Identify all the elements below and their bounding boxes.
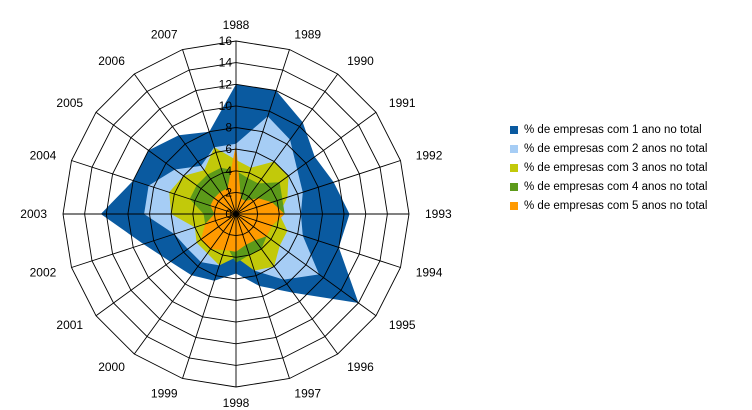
category-label: 2003 — [20, 207, 47, 221]
category-label: 1993 — [425, 207, 452, 221]
radial-tick-label: 10 — [219, 99, 233, 113]
legend-swatch — [510, 125, 518, 134]
legend-swatch — [510, 201, 518, 210]
radial-tick-label: 16 — [219, 34, 233, 48]
grid-spoke — [95, 111, 237, 215]
legend-swatch — [510, 163, 518, 172]
legend: % de empresas com 1 ano no total % de emp… — [510, 120, 707, 215]
radial-tick-label: 6 — [225, 142, 232, 156]
grid-spoke — [235, 111, 377, 215]
grid-spoke — [133, 73, 237, 215]
radial-tick-label: 8 — [225, 121, 232, 135]
legend-entry: % de empresas com 2 anos no total — [510, 139, 707, 158]
legend-swatch — [510, 182, 518, 191]
radial-tick-label: 0 — [225, 207, 232, 221]
legend-label: % de empresas com 3 anos no total — [524, 161, 708, 174]
radial-tick-label: 12 — [219, 77, 233, 91]
tick-layer: 0 2 4 6 8 10 12 14 16 — [219, 34, 233, 221]
grid-layer — [62, 40, 410, 388]
grid-spoke — [182, 49, 237, 215]
category-label: 2002 — [30, 265, 57, 279]
category-label: 1992 — [416, 149, 443, 163]
grid-spoke — [235, 213, 290, 379]
category-labels: 1988 1989 1990 1991 1992 1993 1994 1995 1996 1997… — [20, 18, 452, 410]
grid-spoke — [235, 160, 401, 215]
grid-spoke — [235, 213, 377, 317]
category-label: 1995 — [389, 318, 416, 332]
grid-spoke — [182, 213, 237, 379]
legend-entry: % de empresas com 5 anos no total — [510, 196, 707, 215]
legend-entry: % de empresas com 3 anos no total — [510, 158, 707, 177]
legend-label: % de empresas com 4 anos no total — [524, 180, 708, 193]
category-label: 1990 — [347, 54, 374, 68]
grid-spoke — [235, 49, 290, 215]
category-label: 1999 — [151, 387, 178, 401]
grid-spoke — [235, 213, 339, 355]
legend-entry: % de empresas com 1 ano no total — [510, 120, 707, 139]
grid-spoke — [235, 73, 339, 215]
category-label: 2000 — [98, 360, 125, 374]
category-label: 1997 — [294, 387, 321, 401]
legend-label: % de empresas com 2 anos no total — [524, 142, 708, 155]
category-label: 1994 — [416, 265, 443, 279]
category-label: 2004 — [30, 149, 57, 163]
legend-entry: % de empresas com 4 anos no total — [510, 177, 707, 196]
category-label: 1989 — [294, 27, 321, 41]
category-label: 2007 — [151, 27, 178, 41]
legend-label: % de empresas com 1 ano no total — [524, 123, 702, 136]
grid-spoke — [71, 213, 237, 268]
category-label: 1998 — [223, 396, 250, 410]
grid-spoke — [235, 213, 401, 268]
legend-label: % de empresas com 5 anos no total — [524, 199, 708, 212]
category-label: 1991 — [389, 96, 416, 110]
radial-tick-label: 4 — [225, 164, 232, 178]
category-label: 2005 — [56, 96, 83, 110]
category-label: 1988 — [223, 18, 250, 32]
radial-tick-label: 14 — [219, 56, 233, 70]
legend-swatch — [510, 144, 518, 153]
grid-spoke — [95, 213, 237, 317]
grid-spoke — [133, 213, 237, 355]
radial-tick-label: 2 — [225, 185, 232, 199]
grid-spoke — [71, 160, 237, 215]
category-label: 2001 — [56, 318, 83, 332]
category-label: 1996 — [347, 360, 374, 374]
category-label: 2006 — [98, 54, 125, 68]
